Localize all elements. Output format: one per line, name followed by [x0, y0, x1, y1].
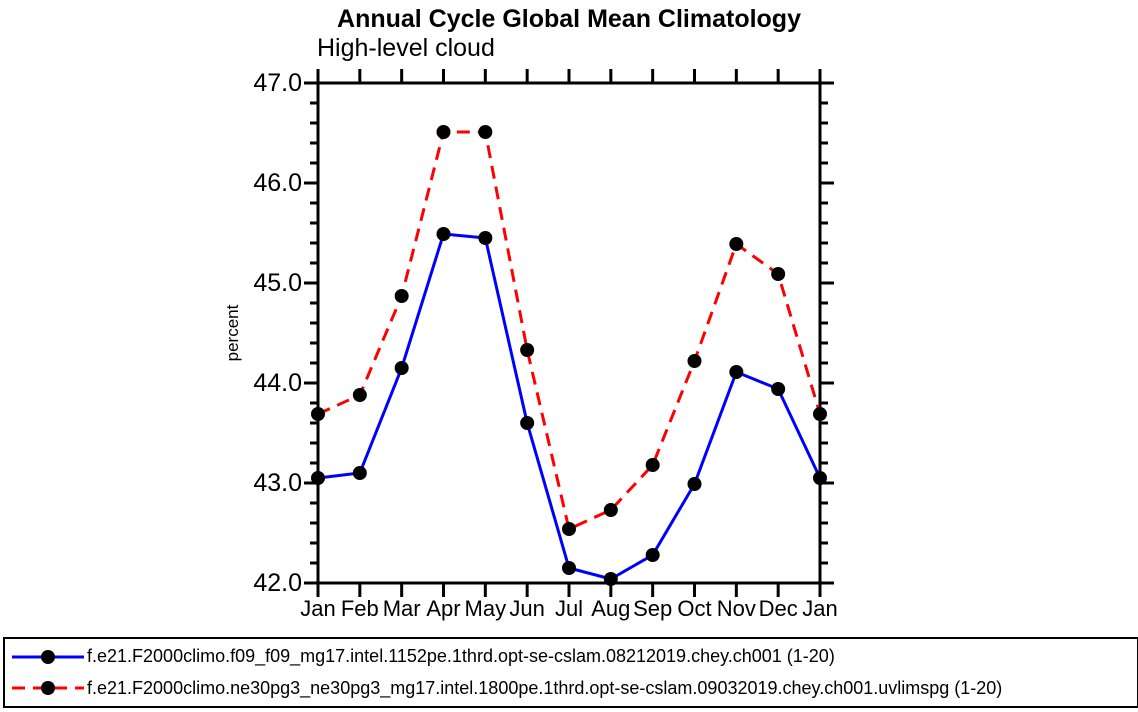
legend-line-sample	[12, 649, 84, 664]
legend-line-sample	[12, 681, 84, 696]
series-1-marker	[729, 237, 744, 251]
series-1-marker	[603, 503, 618, 517]
y-tick-label: 45.0	[253, 269, 302, 297]
series-0-marker	[603, 572, 618, 586]
x-tick-label: Nov	[716, 596, 756, 621]
series-0-marker	[352, 466, 367, 480]
series-1-marker	[520, 343, 535, 357]
series-1-marker	[478, 125, 493, 139]
series-1-marker	[813, 407, 827, 421]
series-0-marker	[520, 416, 535, 430]
series-line-1	[317, 130, 822, 532]
series-0-marker	[562, 561, 576, 575]
axis-frame	[316, 81, 822, 585]
series-0-marker	[645, 548, 660, 562]
x-tick-label: Feb	[340, 596, 379, 621]
series-1-marker	[436, 125, 451, 139]
series-1-marker	[562, 522, 576, 536]
x-tick-label: Jan	[300, 596, 336, 621]
legend-marker-icon	[41, 649, 55, 664]
series-0-marker	[311, 471, 325, 485]
y-tick-label: 42.0	[253, 569, 302, 597]
series-1-marker	[352, 388, 367, 402]
series-1-marker	[645, 458, 660, 472]
x-tick-label: Aug	[591, 596, 631, 621]
legend-label: f.e21.F2000climo.ne30pg3_ne30pg3_mg17.in…	[87, 677, 1003, 698]
series-0-marker	[478, 231, 493, 245]
series-0-marker	[729, 365, 744, 379]
series-0-marker	[771, 382, 786, 396]
y-tick-label: 47.0	[253, 69, 302, 97]
series-1-marker	[311, 407, 325, 421]
x-tick-label: Oct	[677, 596, 712, 621]
y-tick-label: 46.0	[253, 169, 302, 197]
y-tick-label: 43.0	[253, 469, 302, 497]
x-tick-label: Jun	[509, 596, 545, 621]
series-1-marker	[394, 289, 409, 303]
y-tick-label: 44.0	[253, 369, 302, 397]
chart-title: Annual Cycle Global Mean Climatology	[337, 5, 801, 33]
chart-subtitle: High-level cloud	[317, 34, 495, 62]
legend-marker-icon	[41, 681, 55, 696]
series-0-marker	[687, 477, 702, 491]
series-1-marker	[687, 354, 702, 368]
x-tick-label: May	[464, 596, 507, 621]
x-tick-label: Mar	[382, 596, 421, 621]
series-0-marker	[436, 227, 451, 241]
x-tick-label: Apr	[426, 596, 461, 621]
legend-entry: f.e21.F2000climo.ne30pg3_ne30pg3_mg17.in…	[11, 674, 1137, 702]
legend: f.e21.F2000climo.f09_f09_mg17.intel.1152…	[3, 637, 1138, 708]
x-tick-label: Dec	[758, 596, 798, 621]
series-0-marker	[394, 361, 409, 375]
series-1-marker	[771, 267, 786, 281]
x-tick-label: Jul	[554, 596, 584, 621]
legend-label: f.e21.F2000climo.f09_f09_mg17.intel.1152…	[87, 646, 835, 667]
series-0-marker	[813, 471, 827, 485]
legend-entry: f.e21.F2000climo.f09_f09_mg17.intel.1152…	[11, 643, 1137, 671]
x-tick-label: Jan	[802, 596, 838, 621]
x-tick-label: Sep	[633, 596, 673, 621]
